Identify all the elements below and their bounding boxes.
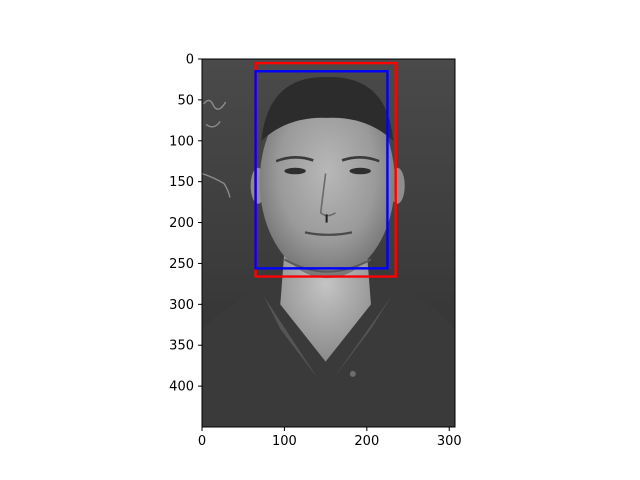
photo-marks (202, 99, 231, 198)
x-axis: 0 100 200 300 (198, 427, 462, 449)
axes-frame (201, 58, 456, 428)
photo-eye-left (284, 167, 306, 175)
y-tick-label: 0 (186, 53, 194, 68)
photo-brow-right (341, 156, 380, 163)
axes: 0 100 200 300 0 50 100 150 200 250 300 350 400 (169, 53, 461, 450)
x-tick-label: 100 (272, 434, 297, 449)
photo-hair (261, 76, 394, 141)
photo-pin (349, 370, 356, 377)
photo-mouth (304, 231, 353, 236)
photo-chin (283, 258, 372, 273)
photo-nose-mark (325, 214, 328, 223)
y-tick-label: 250 (169, 257, 194, 272)
photo-face (259, 85, 395, 279)
y-tick-label: 50 (177, 93, 194, 108)
blue-box (254, 70, 389, 270)
y-tick-label: 100 (169, 134, 194, 149)
y-axis: 0 50 100 150 200 250 300 350 400 (169, 53, 202, 395)
y-tick-label: 350 (169, 339, 194, 354)
y-tick-label: 300 (169, 298, 194, 313)
bounding-boxes (254, 61, 397, 278)
photo-image (202, 59, 455, 427)
y-tick-label: 150 (169, 175, 194, 190)
y-tick-label: 400 (169, 380, 194, 395)
photo-collar-right (333, 296, 392, 378)
x-tick-label: 200 (354, 434, 379, 449)
photo-collar-left (263, 296, 318, 378)
x-tick-label: 300 (437, 434, 462, 449)
photo-eye-right (349, 167, 371, 175)
y-tick-label: 200 (169, 216, 194, 231)
x-tick-label: 0 (198, 434, 206, 449)
photo-brow-left (275, 156, 314, 163)
photo-neck (280, 251, 371, 362)
